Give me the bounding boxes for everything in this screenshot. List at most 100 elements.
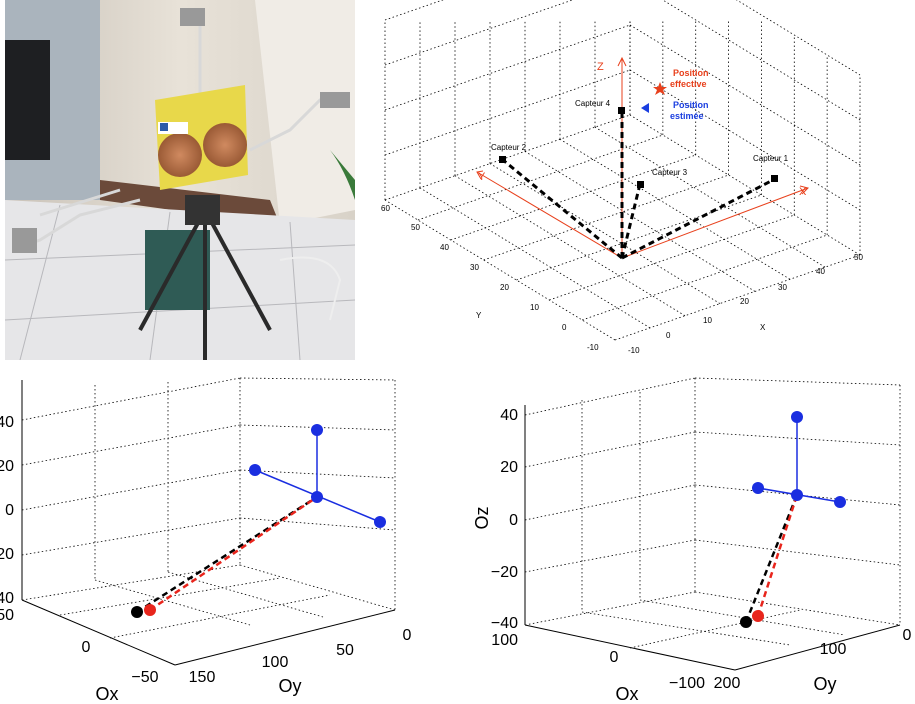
line-shape <box>524 377 696 416</box>
grid-line <box>384 24 631 111</box>
line-shape <box>524 484 696 521</box>
circle-shape <box>158 133 202 177</box>
circle-shape <box>311 424 323 436</box>
setup-plot: Z X Y Capteur 1 Capteur 2 Capteur 3 Capt… <box>381 0 863 355</box>
photo <box>5 0 355 360</box>
z-tick-label: 0 <box>509 512 518 529</box>
x-tick-label: 0 <box>82 639 91 656</box>
line-shape <box>621 187 809 259</box>
y-axis-title: Y <box>476 311 482 320</box>
line-shape <box>21 599 176 666</box>
line-shape <box>581 611 791 646</box>
grid-line <box>549 214 795 301</box>
circle-shape <box>144 604 156 616</box>
grid-line <box>629 114 861 256</box>
line-shape <box>21 469 241 511</box>
z-tick-label: 40 <box>0 414 14 431</box>
x-tick-label: −50 <box>131 669 158 686</box>
legend-estimated: Position <box>673 100 709 110</box>
sensor-label: Capteur 1 <box>753 154 789 163</box>
x-tick-label: −100 <box>669 675 705 692</box>
path-shape <box>279 256 342 321</box>
grid-line <box>384 0 444 21</box>
line-shape <box>21 377 241 421</box>
rect-shape <box>160 123 168 131</box>
x-tick-label: 100 <box>491 632 518 649</box>
y-tick-label: 200 <box>714 675 741 692</box>
y-tick-label: 40 <box>440 243 449 252</box>
line-shape <box>239 424 396 431</box>
y-tick-label: 0 <box>903 627 912 644</box>
z-tick-label: 20 <box>0 458 14 475</box>
y-tick-label: 0 <box>403 627 412 644</box>
polyline-shape <box>799 185 809 195</box>
y-tick-label: 60 <box>381 204 390 213</box>
circle-shape <box>791 411 803 423</box>
grid-line <box>384 199 616 341</box>
line-shape <box>239 377 396 381</box>
z-tick-label: −20 <box>491 564 518 581</box>
line-shape <box>744 494 799 623</box>
line-shape <box>694 591 901 626</box>
path-shape <box>39 188 121 217</box>
rect-shape <box>180 8 205 26</box>
circle-shape <box>374 516 386 528</box>
line-shape <box>136 495 318 614</box>
line-shape <box>502 158 623 260</box>
grid-line <box>524 151 756 292</box>
line-shape <box>167 571 324 618</box>
z-tick-label: −40 <box>491 615 518 632</box>
line-shape <box>109 594 331 639</box>
grid-line <box>417 134 663 221</box>
line-shape <box>629 609 801 649</box>
line-shape <box>524 539 696 573</box>
grid-line <box>559 138 791 280</box>
polyline-shape <box>476 170 484 180</box>
grid-line <box>516 194 762 281</box>
line-shape <box>94 579 251 626</box>
g-shape <box>136 495 318 614</box>
polygon-shape <box>641 103 649 113</box>
grid-line <box>454 175 686 317</box>
axis-arrow-label: Y <box>478 171 486 183</box>
circle-shape <box>791 489 803 501</box>
y-tick-label: 150 <box>189 669 216 686</box>
line-shape <box>639 599 846 636</box>
axis-arrow-label: Z <box>597 61 604 73</box>
rect-shape <box>320 92 350 108</box>
circle-shape <box>752 610 764 622</box>
y-tick-label: 0 <box>562 323 567 332</box>
z-tick-label: 0 <box>5 502 14 519</box>
polyline-shape <box>617 56 627 67</box>
grid-line <box>384 114 631 201</box>
line-shape <box>239 469 396 479</box>
y-tick-label: 50 <box>411 223 420 232</box>
sensor-label: Capteur 2 <box>491 143 527 152</box>
circle-shape <box>740 616 752 628</box>
grid-line <box>662 0 861 121</box>
y-tick-label: 50 <box>336 642 354 659</box>
g-shape <box>249 424 386 528</box>
g-shape <box>502 111 776 260</box>
circle-shape <box>311 491 323 503</box>
circle-shape <box>203 123 247 167</box>
line-shape <box>734 624 901 671</box>
z-axis-title: Oz <box>472 506 492 529</box>
x-axis-title: Ox <box>615 684 638 704</box>
y-tick-label: 20 <box>500 283 509 292</box>
axis-arrow-label: X <box>799 186 807 198</box>
x-tick-label: -10 <box>628 346 640 355</box>
g-shape <box>752 411 846 508</box>
g-shape <box>384 0 861 341</box>
circle-shape <box>131 606 143 618</box>
y-tick-label: -10 <box>587 343 599 352</box>
y-tick-label: 100 <box>820 641 847 658</box>
sensor-label: Capteur 3 <box>652 168 688 177</box>
y-tick-label: 100 <box>262 654 289 671</box>
grid-line <box>594 126 826 268</box>
line-shape <box>149 495 318 612</box>
grid-line <box>614 254 861 341</box>
rect-shape <box>771 175 778 182</box>
line-shape <box>174 609 396 666</box>
legend-effective: Position <box>673 68 709 78</box>
